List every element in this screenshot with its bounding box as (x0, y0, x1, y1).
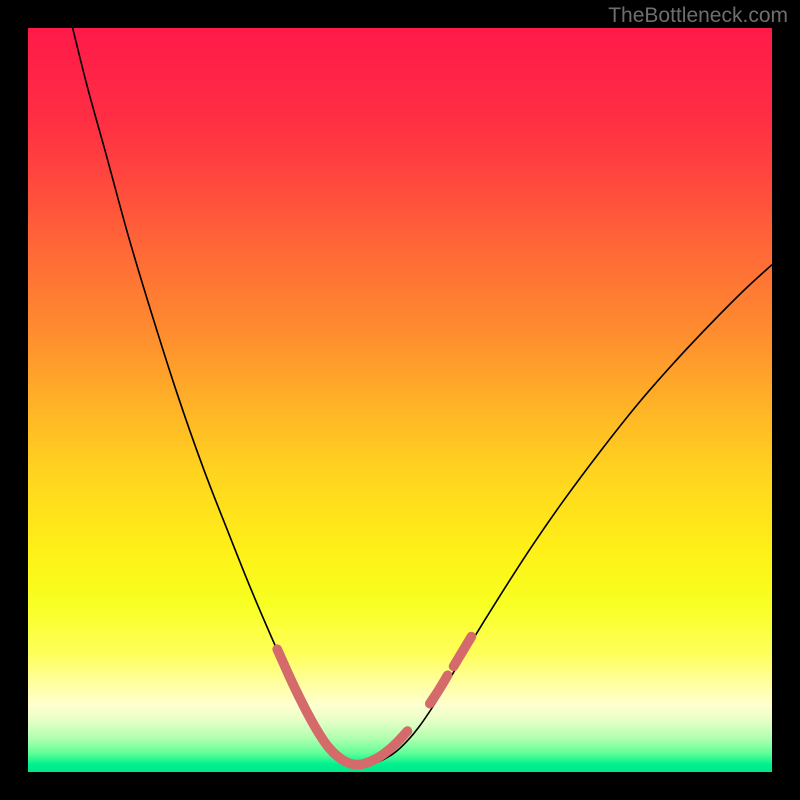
watermark-text: TheBottleneck.com (608, 4, 788, 28)
gradient-background (28, 28, 772, 772)
plot-container (28, 28, 772, 772)
